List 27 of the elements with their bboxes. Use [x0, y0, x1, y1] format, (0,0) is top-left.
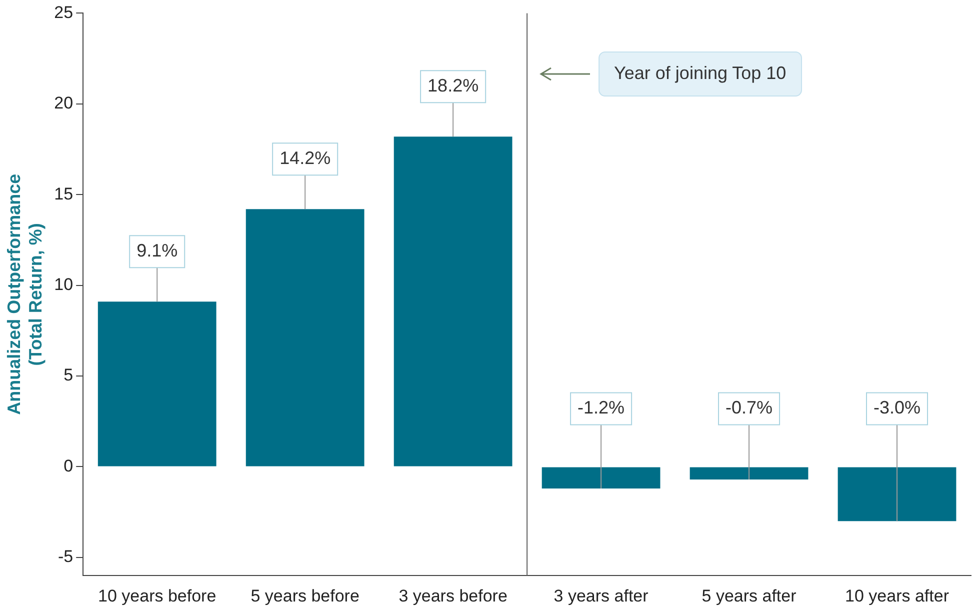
x-tick-label: 3 years after	[554, 586, 649, 606]
y-tick-label: 0	[64, 456, 74, 476]
x-tick-label: 5 years after	[702, 586, 797, 606]
data-label: 18.2%	[428, 76, 479, 96]
bar	[246, 209, 364, 466]
x-tick-label: 10 years after	[845, 586, 950, 606]
y-tick-label: 5	[64, 366, 74, 385]
y-axis-title: Annualized Outperformance (Total Return, %)	[4, 174, 46, 415]
x-tick-label: 10 years before	[98, 586, 216, 606]
data-label: -3.0%	[873, 398, 921, 418]
bar	[394, 136, 512, 466]
x-tick-label: 5 years before	[250, 586, 360, 606]
y-tick-label: 15	[54, 184, 74, 204]
data-label: -1.2%	[578, 398, 625, 418]
y-tick-label: 20	[54, 94, 74, 113]
x-tick-label: 3 years before	[398, 586, 508, 606]
bar	[98, 302, 216, 466]
bar	[690, 467, 808, 480]
y-tick-label: -5	[58, 547, 74, 566]
data-label: 14.2%	[280, 148, 331, 168]
bar	[542, 467, 660, 489]
bar	[838, 467, 956, 522]
y-tick-label: 25	[54, 2, 74, 22]
y-tick-label: 10	[54, 275, 74, 294]
data-label: 9.1%	[136, 240, 178, 261]
annotation: Year of joining Top 10	[614, 62, 786, 83]
data-label: -0.7%	[726, 398, 773, 418]
